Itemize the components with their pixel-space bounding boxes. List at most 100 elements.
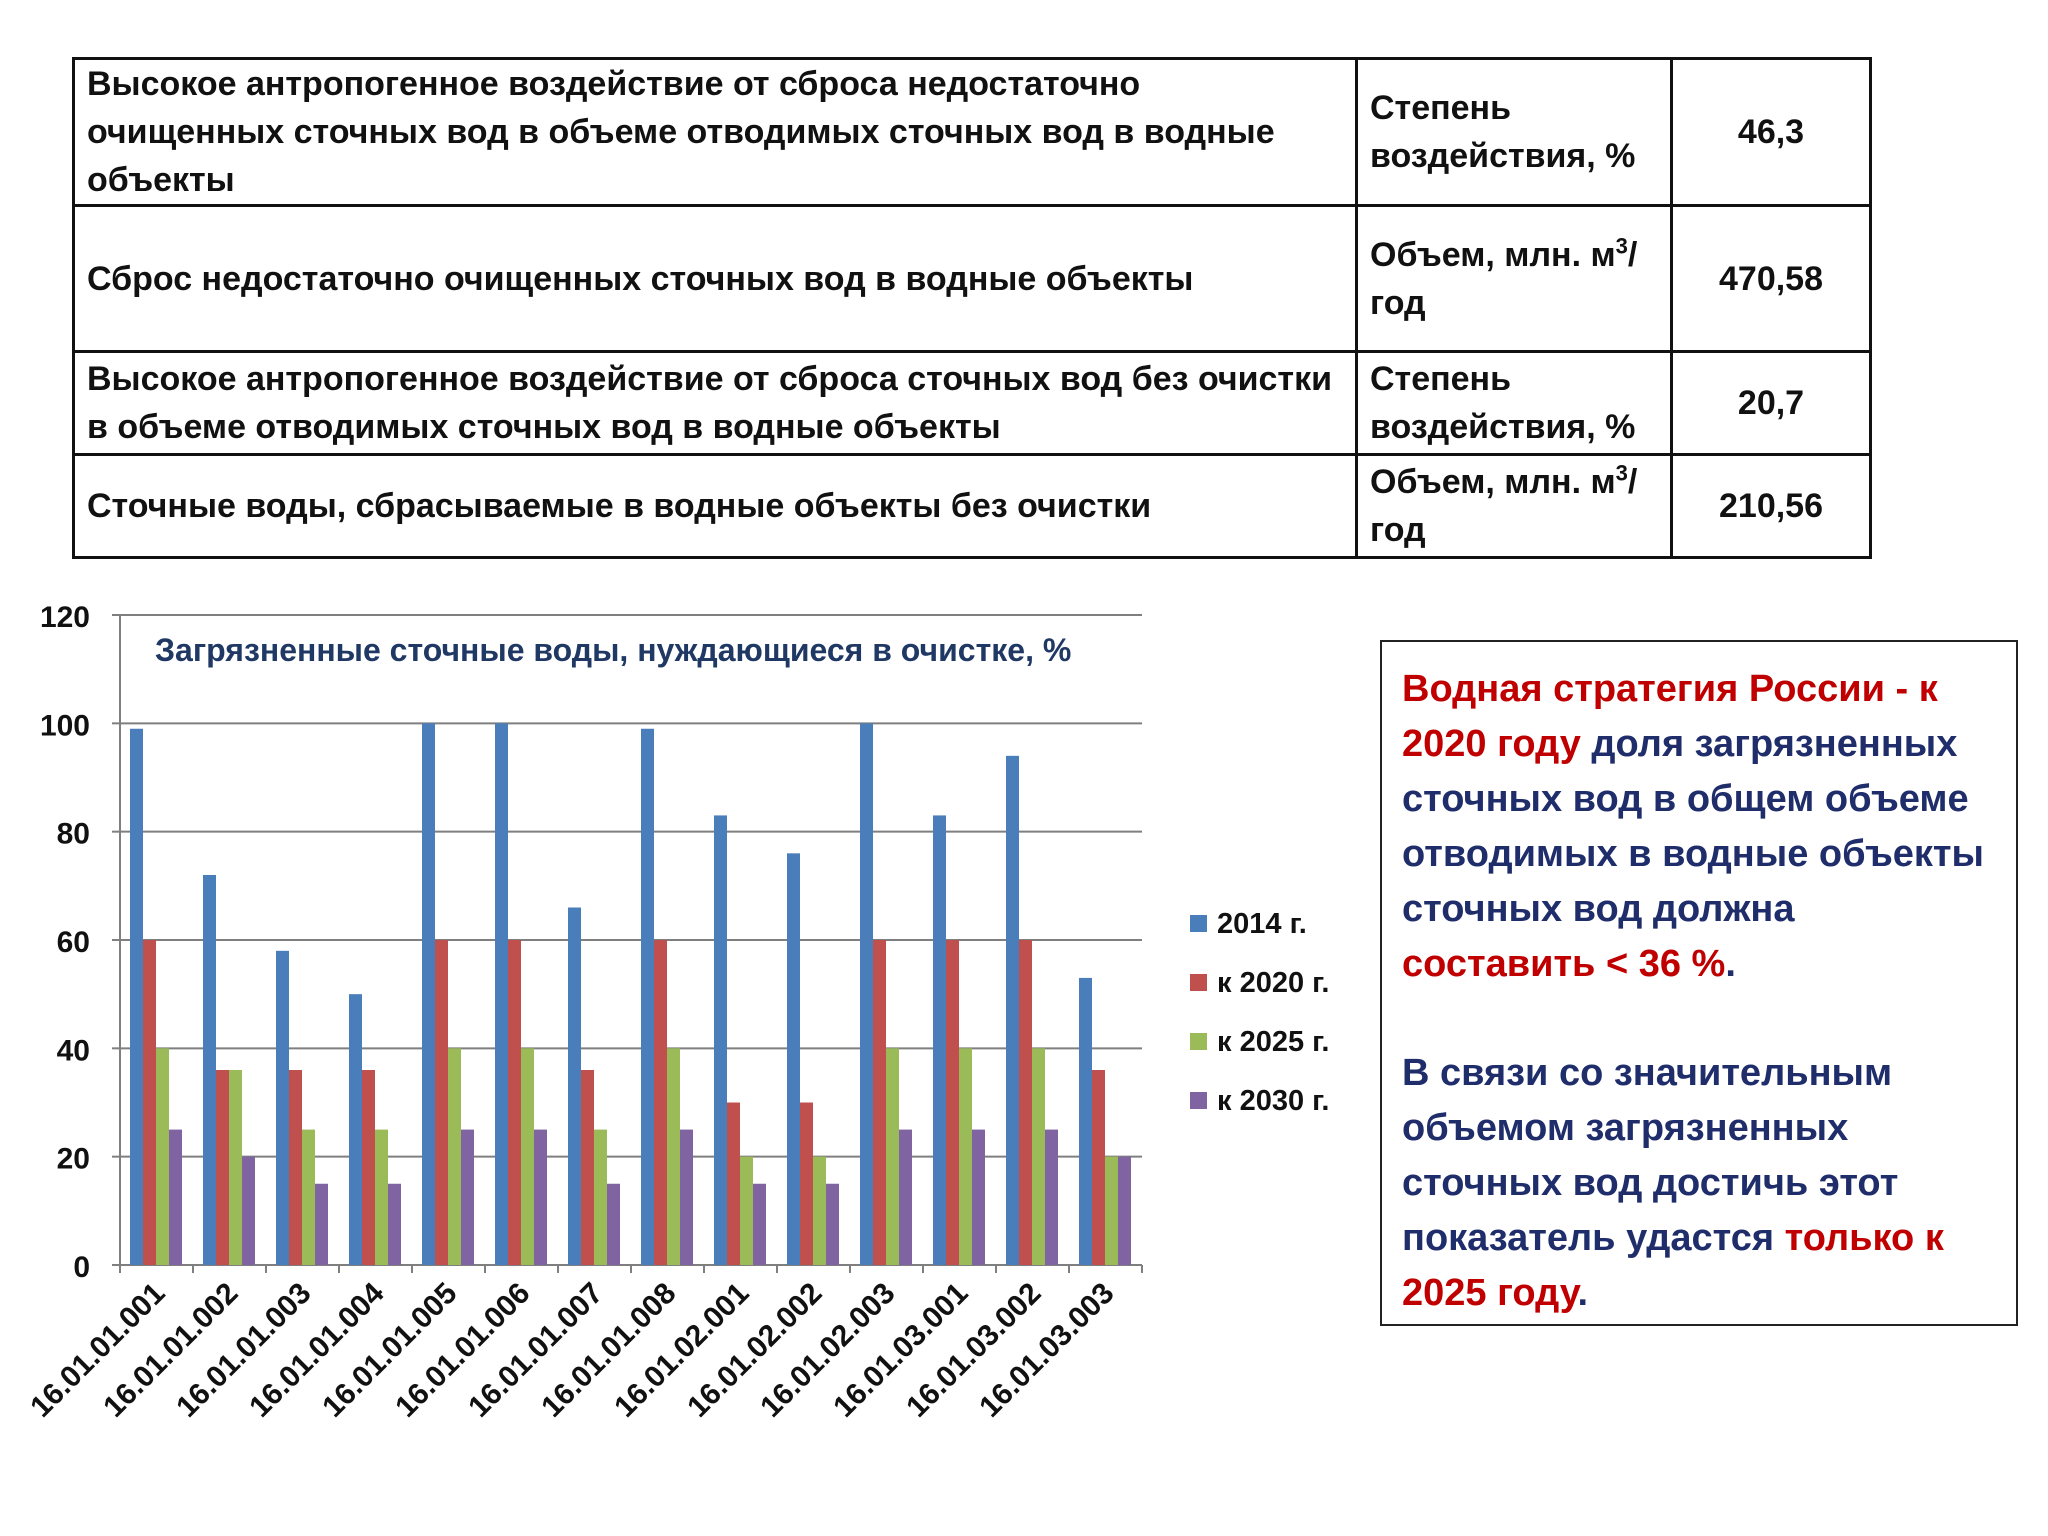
bar (495, 723, 508, 1265)
row-value: 210,56 (1672, 455, 1871, 558)
table-row: Сброс недостаточно очищенных сточных вод… (74, 206, 1871, 352)
row-description: Сточные воды, сбрасываемые в водные объе… (74, 455, 1357, 558)
bar (972, 1130, 985, 1265)
bar (1032, 1048, 1045, 1265)
unit-superscript: 3 (1616, 233, 1628, 258)
bar (375, 1130, 388, 1265)
row-unit: Степень воздействия, % (1357, 59, 1672, 206)
bar (1118, 1157, 1131, 1265)
bar (1105, 1157, 1118, 1265)
table-row: Сточные воды, сбрасываемые в водные объе… (74, 455, 1871, 558)
row-description: Высокое антропогенное воздействие от сбр… (74, 352, 1357, 455)
bar (388, 1184, 401, 1265)
table-row: Высокое антропогенное воздействие от сбр… (74, 352, 1871, 455)
row-value: 46,3 (1672, 59, 1871, 206)
bar (873, 940, 886, 1265)
bar (753, 1184, 766, 1265)
legend-label: к 2030 г. (1217, 1085, 1329, 1117)
bar (568, 908, 581, 1266)
bar (1079, 978, 1092, 1265)
chart-title: Загрязненные сточные воды, нуждающиеся в… (155, 632, 1071, 668)
legend-label: к 2025 г. (1217, 1026, 1329, 1058)
bar (216, 1070, 229, 1265)
bar (315, 1184, 328, 1265)
bar (534, 1130, 547, 1265)
bar (714, 815, 727, 1265)
bar (826, 1184, 839, 1265)
bar (435, 940, 448, 1265)
legend-swatch (1190, 974, 1207, 991)
y-tick-label: 100 (40, 709, 90, 742)
bar (130, 729, 143, 1265)
bar (203, 875, 216, 1265)
row-value: 470,58 (1672, 206, 1871, 352)
bar (860, 723, 873, 1265)
note-text: . (1578, 1272, 1589, 1314)
indicator-table: Высокое антропогенное воздействие от сбр… (72, 57, 1872, 559)
bar (521, 1048, 534, 1265)
bar (654, 940, 667, 1265)
bar (229, 1070, 242, 1265)
bar (461, 1130, 474, 1265)
row-unit: Объем, млн. м3/год (1357, 455, 1672, 558)
bar (899, 1130, 912, 1265)
unit-prefix: Объем, млн. м (1370, 463, 1616, 501)
unit-prefix: Объем, млн. м (1370, 236, 1616, 274)
bar (594, 1130, 607, 1265)
bar (302, 1130, 315, 1265)
bar (156, 1048, 169, 1265)
bar (1019, 940, 1032, 1265)
bar (1045, 1130, 1058, 1265)
note-paragraph-1: Водная стратегия России - к 2020 году до… (1402, 662, 1998, 992)
bar (933, 815, 946, 1265)
y-tick-label: 120 (40, 601, 90, 634)
row-unit: Объем, млн. м3/год (1357, 206, 1672, 352)
row-description: Высокое антропогенное воздействие от сбр… (74, 59, 1357, 206)
bar (787, 853, 800, 1265)
bar (740, 1157, 753, 1265)
legend-label: 2014 г. (1217, 908, 1307, 940)
bar (959, 1048, 972, 1265)
legend-label: к 2020 г. (1217, 967, 1329, 999)
bar (680, 1130, 693, 1265)
y-tick-label: 0 (73, 1251, 90, 1284)
bar (886, 1048, 899, 1265)
bar (143, 940, 156, 1265)
bar (813, 1157, 826, 1265)
bar (946, 940, 959, 1265)
bar (508, 940, 521, 1265)
bar (800, 1103, 813, 1266)
y-tick-label: 40 (57, 1034, 90, 1067)
bar (242, 1157, 255, 1265)
bar (1092, 1070, 1105, 1265)
strategy-note: Водная стратегия России - к 2020 году до… (1380, 640, 2018, 1326)
bar (607, 1184, 620, 1265)
note-text: составить < 36 % (1402, 943, 1725, 985)
bar (349, 994, 362, 1265)
bar (362, 1070, 375, 1265)
legend-swatch (1190, 1092, 1207, 1109)
row-description: Сброс недостаточно очищенных сточных вод… (74, 206, 1357, 352)
y-tick-label: 80 (57, 818, 90, 851)
bar (422, 723, 435, 1265)
note-text: . (1725, 943, 1736, 985)
bar (276, 951, 289, 1265)
bar-chart: 02040608010012016.01.01.00116.01.01.0021… (0, 560, 1370, 1536)
legend-swatch (1190, 915, 1207, 932)
y-tick-label: 20 (57, 1143, 90, 1176)
bar (667, 1048, 680, 1265)
bar (641, 729, 654, 1265)
y-tick-label: 60 (57, 926, 90, 959)
table-row: Высокое антропогенное воздействие от сбр… (74, 59, 1871, 206)
bar (581, 1070, 594, 1265)
row-value: 20,7 (1672, 352, 1871, 455)
bar (1006, 756, 1019, 1265)
bar (448, 1048, 461, 1265)
note-paragraph-2: В связи со значительным объемом загрязне… (1402, 1046, 1998, 1321)
bar (289, 1070, 302, 1265)
legend-swatch (1190, 1033, 1207, 1050)
row-unit: Степень воздействия, % (1357, 352, 1672, 455)
bar (727, 1103, 740, 1266)
bar (169, 1130, 182, 1265)
unit-superscript: 3 (1616, 461, 1628, 486)
